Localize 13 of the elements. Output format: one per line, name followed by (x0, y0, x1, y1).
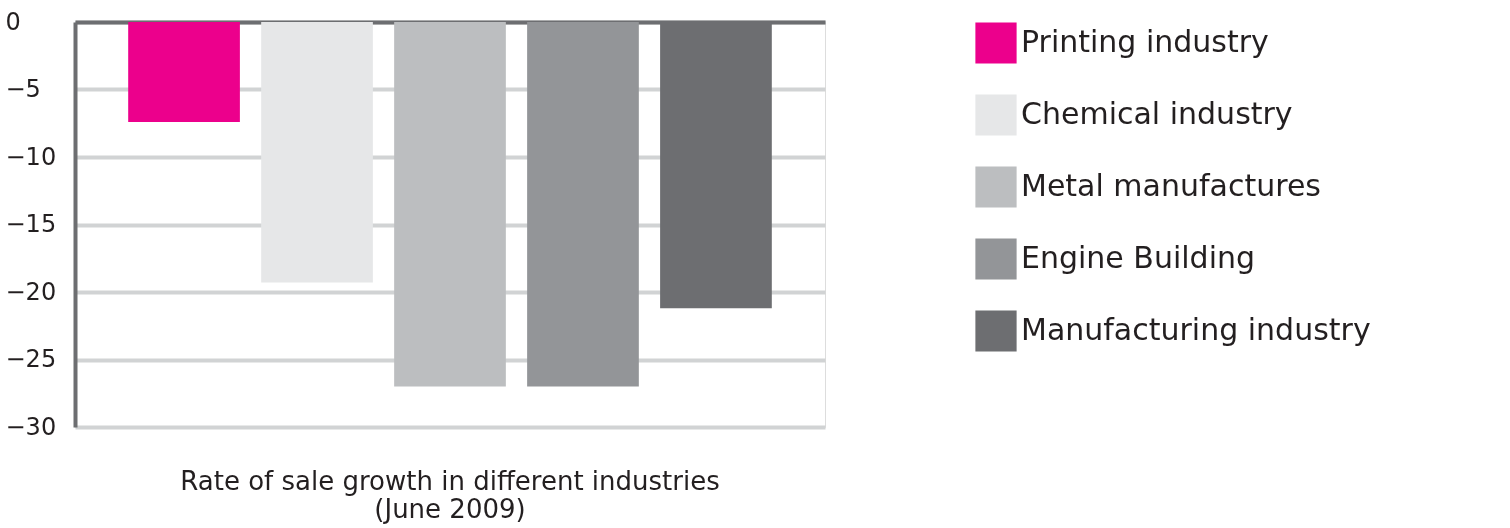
y-tick-label: −25 (5, 345, 57, 373)
legend-label: Printing industry (1021, 24, 1269, 59)
y-tick-label: 0 (5, 7, 21, 36)
y-tick-label: −20 (5, 277, 57, 306)
y-tick-label: −5 (5, 75, 41, 103)
text: Rate of sale growth in different industries (June 2009) (180, 466, 720, 524)
y-tick-label: −10 (5, 142, 57, 171)
y-tick-label: −30 (5, 412, 57, 441)
legend-label: Manufacturing industry (1021, 312, 1371, 347)
legend-label: Chemical industry (1021, 96, 1293, 131)
y-tick-label: −15 (5, 210, 57, 238)
legend-label: Metal manufactures (1021, 168, 1321, 203)
legend-label: Engine Building (1021, 240, 1256, 275)
